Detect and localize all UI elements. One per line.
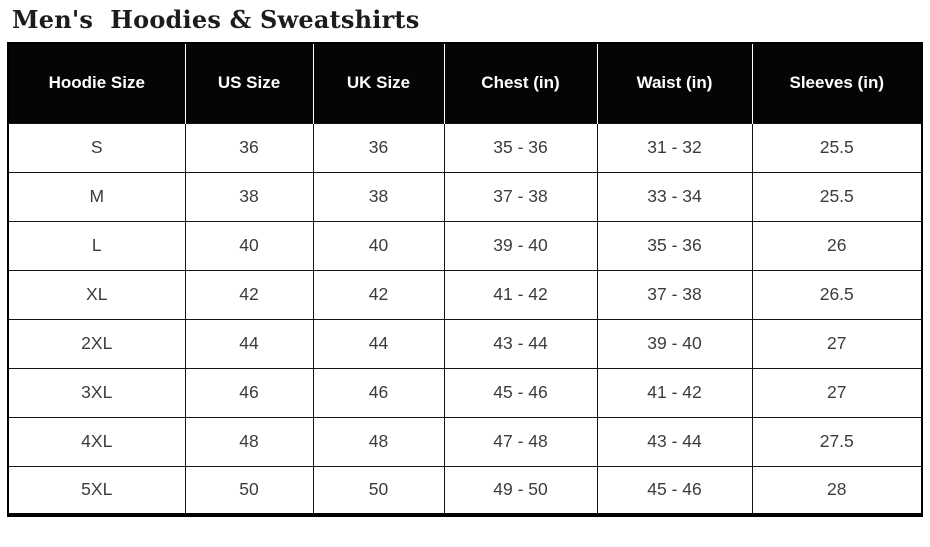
- table-cell: 38: [312, 171, 445, 222]
- table-cell: 5XL: [7, 465, 186, 516]
- page-title: Men's Hoodies & Sweatshirts: [12, 5, 420, 34]
- table-row: 4XL 48 48 47 - 48 43 - 44 27.5: [7, 416, 923, 467]
- table-cell: 46: [184, 367, 314, 418]
- table-cell: 39 - 40: [596, 318, 753, 369]
- table-cell: 50: [312, 465, 445, 516]
- header-uk-size: UK Size: [312, 43, 444, 123]
- table-cell: 37 - 38: [443, 171, 598, 222]
- table-cell: 44: [184, 318, 314, 369]
- table-cell: 38: [184, 171, 314, 222]
- table-row: 3XL 46 46 45 - 46 41 - 42 27: [7, 367, 923, 418]
- table-cell: 35 - 36: [443, 122, 598, 173]
- size-chart-page: Men's Hoodies & Sweatshirts Hoodie Size …: [0, 5, 930, 547]
- header-row: Hoodie Size US Size UK Size Chest (in) W…: [8, 43, 922, 123]
- table-cell: 43 - 44: [596, 416, 753, 467]
- table-cell: 26.5: [751, 269, 923, 320]
- table-cell: 33 - 34: [596, 171, 753, 222]
- table-cell: 47 - 48: [443, 416, 598, 467]
- table-cell: 40: [184, 220, 314, 271]
- table-cell: 25.5: [751, 122, 923, 173]
- table-row: 5XL 50 50 49 - 50 45 - 46 28: [7, 465, 923, 516]
- header-sleeves: Sleeves (in): [751, 43, 922, 123]
- table-cell: 44: [312, 318, 445, 369]
- table-row: M 38 38 37 - 38 33 - 34 25.5: [7, 171, 923, 222]
- table-cell: 48: [312, 416, 445, 467]
- table-cell: 28: [751, 465, 923, 516]
- table-body: S 36 36 35 - 36 31 - 32 25.5 M 38 38 37 - 38 33 - …: [7, 122, 923, 516]
- table-cell: 25.5: [751, 171, 923, 222]
- table-cell: 3XL: [7, 367, 186, 418]
- table-cell: 2XL: [7, 318, 186, 369]
- table-cell: 40: [312, 220, 445, 271]
- table-cell: 37 - 38: [596, 269, 753, 320]
- table-cell: 48: [184, 416, 314, 467]
- table-cell: 42: [184, 269, 314, 320]
- table-cell: 39 - 40: [443, 220, 598, 271]
- size-chart-table: Hoodie Size US Size UK Size Chest (in) W…: [7, 42, 923, 517]
- table-cell: M: [7, 171, 186, 222]
- header-chest: Chest (in): [443, 43, 597, 123]
- table-cell: 27: [751, 367, 923, 418]
- table-cell: 41 - 42: [443, 269, 598, 320]
- table-cell: 35 - 36: [596, 220, 753, 271]
- table-row: 2XL 44 44 43 - 44 39 - 40 27: [7, 318, 923, 369]
- header-waist: Waist (in): [596, 43, 752, 123]
- table-cell: 42: [312, 269, 445, 320]
- table-cell: 50: [184, 465, 314, 516]
- table-row: S 36 36 35 - 36 31 - 32 25.5: [7, 122, 923, 173]
- table-cell: 31 - 32: [596, 122, 753, 173]
- table-cell: 27.5: [751, 416, 923, 467]
- table-cell: 36: [184, 122, 314, 173]
- table-cell: 45 - 46: [596, 465, 753, 516]
- table-cell: 45 - 46: [443, 367, 598, 418]
- table-cell: 41 - 42: [596, 367, 753, 418]
- table-cell: 49 - 50: [443, 465, 598, 516]
- table-cell: L: [7, 220, 186, 271]
- table-cell: 36: [312, 122, 445, 173]
- table-row: L 40 40 39 - 40 35 - 36 26: [7, 220, 923, 271]
- table-cell: 27: [751, 318, 923, 369]
- table-cell: S: [7, 122, 186, 173]
- table-row: XL 42 42 41 - 42 37 - 38 26.5: [7, 269, 923, 320]
- header-us-size: US Size: [184, 43, 313, 123]
- table-cell: 26: [751, 220, 923, 271]
- table-cell: XL: [7, 269, 186, 320]
- header-hoodie-size: Hoodie Size: [8, 43, 185, 123]
- table-cell: 43 - 44: [443, 318, 598, 369]
- table-header: Hoodie Size US Size UK Size Chest (in) W…: [8, 43, 922, 123]
- table-cell: 46: [312, 367, 445, 418]
- table-cell: 4XL: [7, 416, 186, 467]
